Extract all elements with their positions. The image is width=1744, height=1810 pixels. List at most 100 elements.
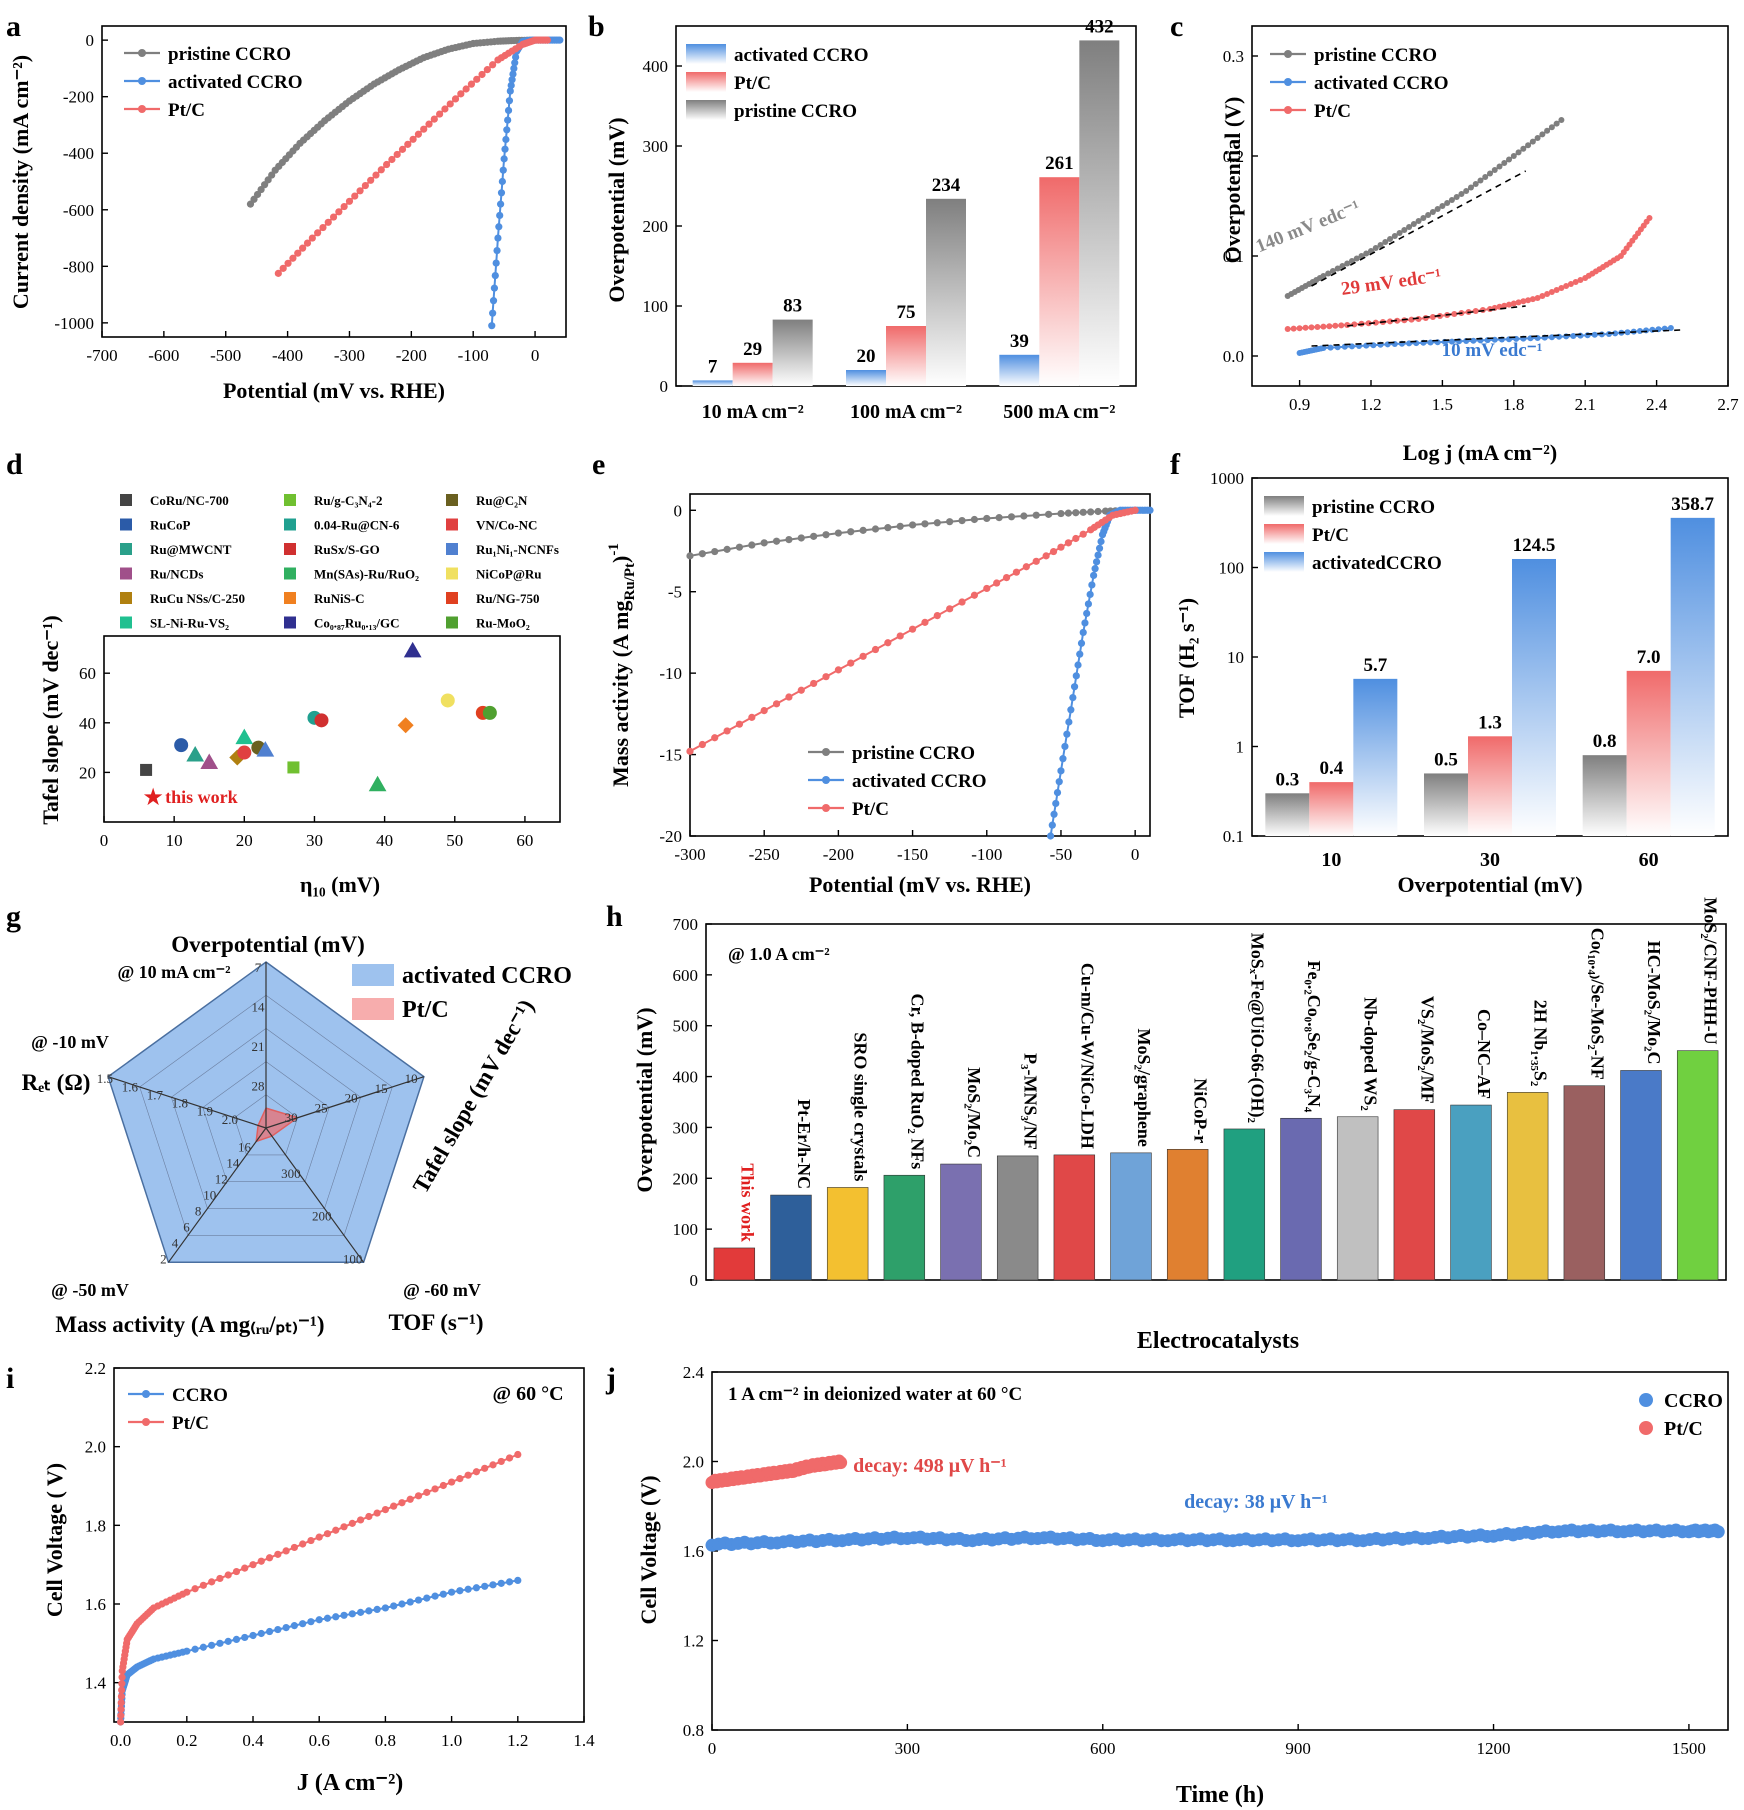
y-tick-label: 0.2 bbox=[1223, 147, 1244, 166]
data-point bbox=[1439, 203, 1446, 209]
data-point bbox=[1332, 322, 1339, 329]
data-point bbox=[472, 1584, 481, 1592]
data-point bbox=[257, 1557, 265, 1565]
data-point bbox=[1064, 509, 1072, 517]
radar-axis-condition: @ -60 mV bbox=[403, 1280, 481, 1300]
legend-swatch bbox=[352, 998, 394, 1020]
y-tick-label: -800 bbox=[63, 257, 94, 276]
category-label: Cr, B-doped RuO₂ NFs bbox=[907, 993, 927, 1169]
data-point bbox=[398, 145, 407, 153]
data-point bbox=[735, 720, 744, 728]
data-point bbox=[1548, 289, 1555, 295]
data-point bbox=[398, 1499, 406, 1507]
data-point bbox=[1425, 212, 1432, 218]
legend-label: Ru-MoO₂ bbox=[476, 616, 530, 631]
data-point bbox=[118, 1686, 126, 1694]
data-point bbox=[735, 543, 744, 551]
data-point bbox=[921, 618, 929, 626]
data-point bbox=[117, 1692, 126, 1701]
bar-value-label: 75 bbox=[897, 302, 916, 323]
x-tick-label: 0.0 bbox=[110, 1731, 131, 1750]
data-point bbox=[1061, 742, 1069, 751]
x-tick-label: 0.8 bbox=[375, 1731, 396, 1750]
legend-label: Ru₁Ni₁-NCNFs bbox=[476, 542, 559, 557]
x-tick-label: 0 bbox=[531, 346, 540, 365]
data-point bbox=[315, 1616, 323, 1624]
data-point bbox=[1059, 755, 1067, 763]
x-tick-label: 20 bbox=[236, 831, 253, 850]
y-tick-label: 0.0 bbox=[1223, 347, 1244, 366]
data-point bbox=[117, 1718, 125, 1726]
x-axis-title: Overpotential (mV) bbox=[1397, 872, 1582, 897]
bar-value-label: 83 bbox=[783, 296, 802, 317]
data-point bbox=[348, 1610, 356, 1618]
data-point bbox=[1553, 287, 1560, 293]
data-point bbox=[1032, 557, 1040, 565]
data-point bbox=[507, 81, 515, 89]
legend-swatch bbox=[686, 44, 726, 64]
data-point bbox=[393, 150, 401, 159]
data-point bbox=[489, 1581, 497, 1589]
y-tick-label: 1000 bbox=[1210, 469, 1244, 488]
data-point bbox=[1284, 326, 1291, 332]
radar-tick-label: 1.7 bbox=[147, 1087, 164, 1102]
data-point bbox=[398, 1600, 406, 1608]
data-point bbox=[431, 1485, 439, 1493]
data-point bbox=[216, 1639, 224, 1647]
data-point bbox=[367, 176, 375, 184]
category-label: MoS₂/graphene bbox=[1134, 1028, 1154, 1146]
data-point bbox=[308, 234, 316, 242]
data-point bbox=[1339, 263, 1346, 269]
data-point bbox=[373, 1509, 381, 1517]
data-point bbox=[509, 70, 517, 78]
data-point bbox=[772, 537, 781, 545]
data-point bbox=[420, 125, 428, 133]
y-tick-label: 40 bbox=[79, 714, 96, 733]
x-tick-label: 300 bbox=[895, 1739, 921, 1758]
legend-marker bbox=[120, 494, 132, 506]
data-point bbox=[414, 1492, 423, 1500]
legend-marker bbox=[446, 567, 458, 580]
data-point bbox=[1042, 552, 1050, 560]
data-point bbox=[1065, 718, 1073, 726]
radar-tick-label: 15 bbox=[375, 1081, 388, 1096]
bar-value-label: 261 bbox=[1045, 153, 1074, 174]
data-point bbox=[1558, 117, 1565, 123]
radar-spoke bbox=[167, 1127, 267, 1263]
data-point bbox=[1088, 581, 1096, 589]
data-point bbox=[1290, 325, 1297, 332]
radar-tick-label: 6 bbox=[183, 1219, 190, 1234]
data-point bbox=[1377, 242, 1384, 248]
y-tick-label: 300 bbox=[643, 137, 669, 156]
category-label: SRO single crystals bbox=[851, 1032, 871, 1181]
data-point bbox=[448, 1478, 456, 1486]
y-axis-title: TOF (H₂ s⁻¹) bbox=[1174, 598, 1199, 718]
data-point bbox=[502, 135, 510, 144]
x-tick-label: -100 bbox=[458, 346, 489, 365]
legend-label: Pt/C bbox=[168, 100, 205, 121]
data-point bbox=[822, 531, 830, 539]
data-point bbox=[1387, 318, 1394, 325]
data-point bbox=[748, 713, 756, 721]
radar-spoke bbox=[265, 1127, 365, 1263]
radar-tick-label: 1.6 bbox=[122, 1079, 139, 1094]
data-point bbox=[1598, 331, 1605, 338]
data-point bbox=[514, 1450, 522, 1459]
data-point bbox=[356, 1608, 365, 1616]
data-point bbox=[265, 1627, 274, 1636]
legend-marker bbox=[284, 592, 296, 604]
x-tick-label: -50 bbox=[1050, 845, 1073, 864]
panel-j: 0300600900120015000.81.21.62.02.4Electro… bbox=[636, 1363, 1729, 1808]
tafel-annotation: 10 mV edc⁻¹ bbox=[1442, 340, 1543, 361]
bar bbox=[1468, 736, 1512, 836]
legend-label: Pt/C bbox=[852, 799, 889, 820]
data-point bbox=[1296, 325, 1303, 332]
radar-tick-label: 30 bbox=[285, 1110, 298, 1125]
decay-label: decay: 498 μV h⁻¹ bbox=[853, 1455, 1007, 1477]
plot-frame bbox=[103, 635, 561, 823]
bar-value-label: 358.7 bbox=[1671, 494, 1714, 515]
data-point bbox=[505, 1454, 514, 1462]
data-point bbox=[1308, 324, 1315, 331]
legend-label: RuCoP bbox=[150, 518, 191, 533]
data-point bbox=[307, 1618, 315, 1626]
